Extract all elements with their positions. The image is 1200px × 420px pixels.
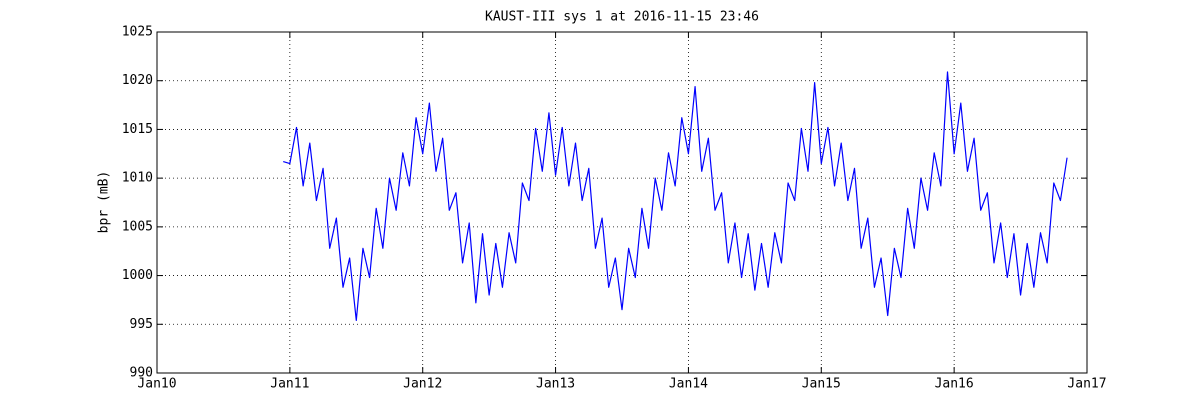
y-tick-label: 990	[130, 366, 153, 381]
chart-title: KAUST-III sys 1 at 2016-11-15 23:46	[485, 10, 759, 25]
x-tick-label: Jan12	[403, 377, 442, 392]
x-tick-label: Jan10	[137, 377, 176, 392]
plot-frame	[156, 31, 1088, 374]
x-tick-label: Jan17	[1067, 377, 1106, 392]
x-tick-label: Jan14	[669, 377, 708, 392]
y-tick-label: 995	[130, 317, 153, 332]
y-tick-label: 1015	[122, 122, 153, 137]
y-tick-label: 1000	[122, 268, 153, 283]
y-tick-label: 1020	[122, 73, 153, 88]
y-tick-label: 1010	[122, 171, 153, 186]
x-tick-label: Jan13	[536, 377, 575, 392]
data-line	[283, 71, 1068, 321]
y-axis-label: bpr (mB)	[97, 171, 112, 234]
y-tick-label: 1025	[122, 25, 153, 40]
y-tick-label: 1005	[122, 219, 153, 234]
x-tick-label: Jan16	[935, 377, 974, 392]
x-tick-label: Jan15	[802, 377, 841, 392]
x-tick-label: Jan11	[270, 377, 309, 392]
